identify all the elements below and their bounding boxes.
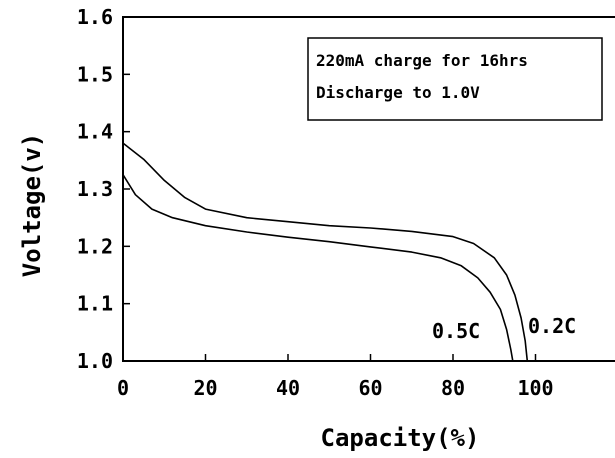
x-axis-ticks: 0 20 40 60 80 100 bbox=[117, 354, 554, 400]
y-tick-label: 1.0 bbox=[77, 349, 113, 373]
annotation-box: 220mA charge for 16hrs Discharge to 1.0V bbox=[307, 37, 603, 121]
series-label-0-2c: 0.2C bbox=[528, 314, 576, 338]
y-axis-ticks: 1.0 1.1 1.2 1.3 1.4 1.5 1.6 bbox=[77, 5, 130, 373]
annotation-line-2: Discharge to 1.0V bbox=[316, 83, 480, 102]
y-tick-label: 1.5 bbox=[77, 62, 113, 86]
y-tick-label: 1.4 bbox=[77, 120, 113, 144]
x-tick-label: 40 bbox=[276, 376, 300, 400]
y-tick-label: 1.3 bbox=[77, 177, 113, 201]
x-tick-label: 100 bbox=[517, 376, 553, 400]
y-tick-label: 1.6 bbox=[77, 5, 113, 29]
annotation-line-1: 220mA charge for 16hrs bbox=[316, 51, 528, 70]
series-lines bbox=[122, 142, 529, 362]
y-tick-label: 1.2 bbox=[77, 234, 113, 258]
x-tick-label: 0 bbox=[117, 376, 129, 400]
y-tick-label: 1.1 bbox=[77, 292, 113, 316]
x-tick-label: 20 bbox=[193, 376, 217, 400]
x-tick-label: 80 bbox=[441, 376, 465, 400]
series-line-0-2c bbox=[122, 142, 529, 362]
annotation-frame bbox=[307, 37, 603, 121]
x-tick-label: 60 bbox=[358, 376, 382, 400]
series-line-0-5c bbox=[122, 174, 514, 362]
x-axis-label: Capacity(%) bbox=[321, 424, 480, 452]
y-axis-label: Voltage(v) bbox=[18, 133, 46, 278]
series-label-0-5c: 0.5C bbox=[432, 319, 480, 343]
